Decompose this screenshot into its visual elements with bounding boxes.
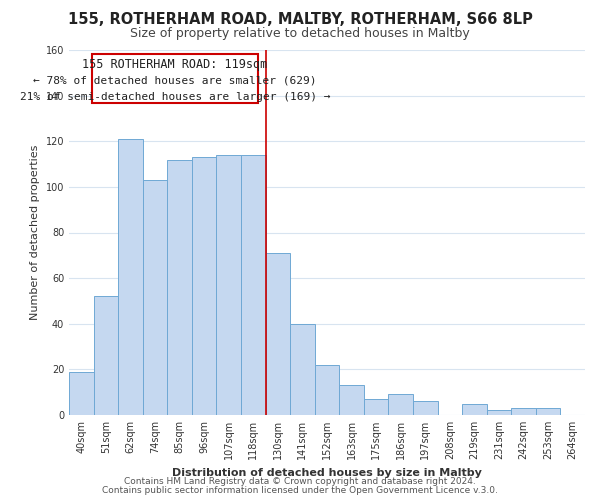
Bar <box>192 157 217 415</box>
Bar <box>118 139 143 415</box>
Bar <box>266 253 290 415</box>
Text: 155, ROTHERHAM ROAD, MALTBY, ROTHERHAM, S66 8LP: 155, ROTHERHAM ROAD, MALTBY, ROTHERHAM, … <box>68 12 532 28</box>
Bar <box>315 365 339 415</box>
Bar <box>217 155 241 415</box>
Bar <box>536 408 560 415</box>
Y-axis label: Number of detached properties: Number of detached properties <box>30 145 40 320</box>
Bar <box>143 180 167 415</box>
Bar <box>94 296 118 415</box>
Bar <box>487 410 511 415</box>
Text: 155 ROTHERHAM ROAD: 119sqm: 155 ROTHERHAM ROAD: 119sqm <box>82 58 268 71</box>
Bar <box>290 324 315 415</box>
Text: Contains HM Land Registry data © Crown copyright and database right 2024.: Contains HM Land Registry data © Crown c… <box>124 477 476 486</box>
Text: Size of property relative to detached houses in Maltby: Size of property relative to detached ho… <box>130 28 470 40</box>
Bar <box>462 404 487 415</box>
Bar <box>167 160 192 415</box>
Bar <box>511 408 536 415</box>
X-axis label: Distribution of detached houses by size in Maltby: Distribution of detached houses by size … <box>172 468 482 477</box>
Bar <box>241 155 266 415</box>
Text: Contains public sector information licensed under the Open Government Licence v.: Contains public sector information licen… <box>102 486 498 495</box>
Text: ← 78% of detached houses are smaller (629): ← 78% of detached houses are smaller (62… <box>33 76 317 86</box>
FancyBboxPatch shape <box>92 54 259 103</box>
Bar <box>339 386 364 415</box>
Bar <box>364 399 388 415</box>
Bar <box>388 394 413 415</box>
Bar <box>413 402 437 415</box>
Text: 21% of semi-detached houses are larger (169) →: 21% of semi-detached houses are larger (… <box>20 92 330 102</box>
Bar <box>69 372 94 415</box>
